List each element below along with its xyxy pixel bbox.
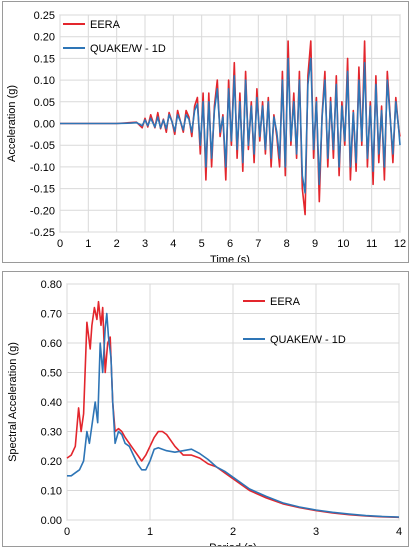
x-tick-label: 4 — [170, 238, 176, 250]
y-tick-label: 0.60 — [41, 338, 62, 350]
series-line-quakew — [67, 312, 400, 518]
x-axis-label: Time (s) — [210, 254, 250, 262]
x-tick-label: 0 — [57, 238, 63, 250]
response-spectrum-chart-panel: 0 1 2 3 4 0.80 0.70 0.60 0.50 0.40 0.30 0.20 0.10 0.0… — [2, 271, 409, 551]
y-tick-label: 0.00 — [41, 515, 62, 527]
legend-label: EERA — [270, 296, 301, 308]
y-tick-label: 0.25 — [34, 10, 55, 22]
y-tick-label: 0.15 — [34, 53, 55, 65]
x-tick-label: 0 — [64, 526, 70, 538]
legend-label: QUAKE/W - 1D — [270, 334, 346, 346]
series-line-quakew — [60, 57, 401, 194]
y-tick-label: 0.40 — [41, 397, 62, 409]
time-history-chart: 0 1 2 3 4 5 6 7 8 9 10 11 120.250.200.150.100.050.00… — [6, 10, 406, 266]
y-tick-label: 0.10 — [34, 75, 55, 87]
x-tick-label: 1 — [147, 526, 153, 538]
x-tick-label: 4 — [396, 526, 402, 538]
y-tick-label: 0.80 — [41, 279, 62, 291]
x-tick-label: 1 — [85, 238, 91, 250]
series-line-eera — [66, 300, 400, 519]
time-history-chart-panel: 0 1 2 3 4 5 6 7 8 9 10 11 12 0.25 0.20 0.15 0.10 0.05 0.00… — [2, 1, 409, 266]
legend-label: EERA — [90, 19, 121, 31]
x-tick-label: 8 — [284, 238, 290, 250]
x-tick-label: 5 — [199, 238, 205, 250]
y-tick-label: 0.70 — [41, 309, 62, 321]
x-tick-label: 12 — [394, 238, 406, 250]
y-tick-label: 0.05 — [34, 97, 55, 109]
x-tick-label: 3 — [313, 526, 319, 538]
x-tick-label: 6 — [227, 238, 233, 250]
y-tick-label: 0.20 — [41, 456, 62, 468]
x-tick-label: 11 — [366, 238, 377, 250]
x-axis-label: Period (s) — [209, 542, 257, 546]
y-tick-label: -0.20 — [30, 205, 55, 217]
y-tick-label: -0.25 — [30, 227, 55, 239]
x-tick-label: 2 — [114, 238, 120, 250]
x-tick-label: 3 — [142, 238, 148, 250]
response-spectrum-chart: 0 1 2 3 4 0.80 0.70 0.60 0.50 0.40 0.30 0.20 0.10 0.0… — [7, 279, 402, 551]
x-tick-label: 9 — [312, 238, 318, 250]
y-tick-label: 0.50 — [41, 368, 62, 380]
x-tick-label: 7 — [255, 238, 261, 250]
y-tick-label: 0.20 — [34, 32, 55, 44]
legend-label: QUAKE/W - 1D — [90, 43, 166, 55]
y-tick-label: 0.10 — [41, 486, 62, 498]
y-tick-label: -0.10 — [30, 162, 55, 174]
y-tick-label: -0.05 — [30, 140, 55, 152]
y-tick-label: 0.00 — [34, 119, 55, 131]
y-axis-label: Acceleration (g) — [6, 85, 18, 162]
y-axis-label: Spectral Acceleration (g) — [7, 342, 19, 462]
x-tick-label: 10 — [337, 238, 349, 250]
x-tick-label: 2 — [230, 526, 236, 538]
y-tick-label: 0.30 — [41, 427, 62, 439]
y-tick-label: -0.15 — [30, 184, 55, 196]
